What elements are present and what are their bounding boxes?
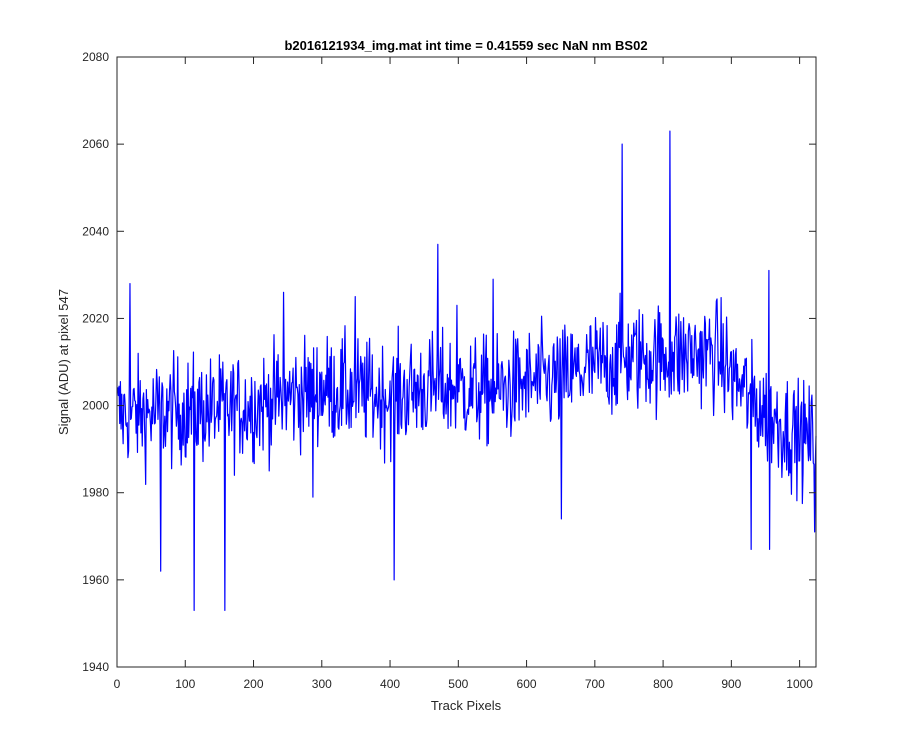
x-tick-label: 900 [721,677,741,691]
x-tick-label: 1000 [786,677,813,691]
x-tick-label: 200 [244,677,264,691]
x-tick-label: 700 [585,677,605,691]
y-tick-label: 2000 [82,399,109,413]
x-tick-label: 500 [448,677,468,691]
x-tick-label: 400 [380,677,400,691]
y-axis: 1940 1960 1980 2000 2020 2040 2060 2080 [82,50,816,674]
y-tick-label: 1960 [82,573,109,587]
y-tick-label: 2080 [82,50,109,64]
y-tick-label: 1980 [82,486,109,500]
y-axis-label: Signal (ADU) at pixel 547 [56,289,71,435]
x-axis-label: Track Pixels [431,698,502,713]
x-tick-label: 600 [517,677,537,691]
plot-area [116,56,817,668]
x-tick-label: 800 [653,677,673,691]
x-axis: 0 100 200 300 400 500 600 700 800 900 1000 [114,57,813,691]
y-tick-label: 1940 [82,660,109,674]
y-tick-label: 2020 [82,311,109,325]
y-tick-label: 2040 [82,224,109,238]
series-line [117,130,817,611]
y-tick-label: 2060 [82,137,109,151]
chart-title: b2016121934_img.mat int time = 0.41559 s… [284,38,647,53]
x-tick-label: 100 [175,677,195,691]
x-tick-label: 0 [114,677,121,691]
axes-box [116,56,817,668]
x-tick-label: 300 [312,677,332,691]
